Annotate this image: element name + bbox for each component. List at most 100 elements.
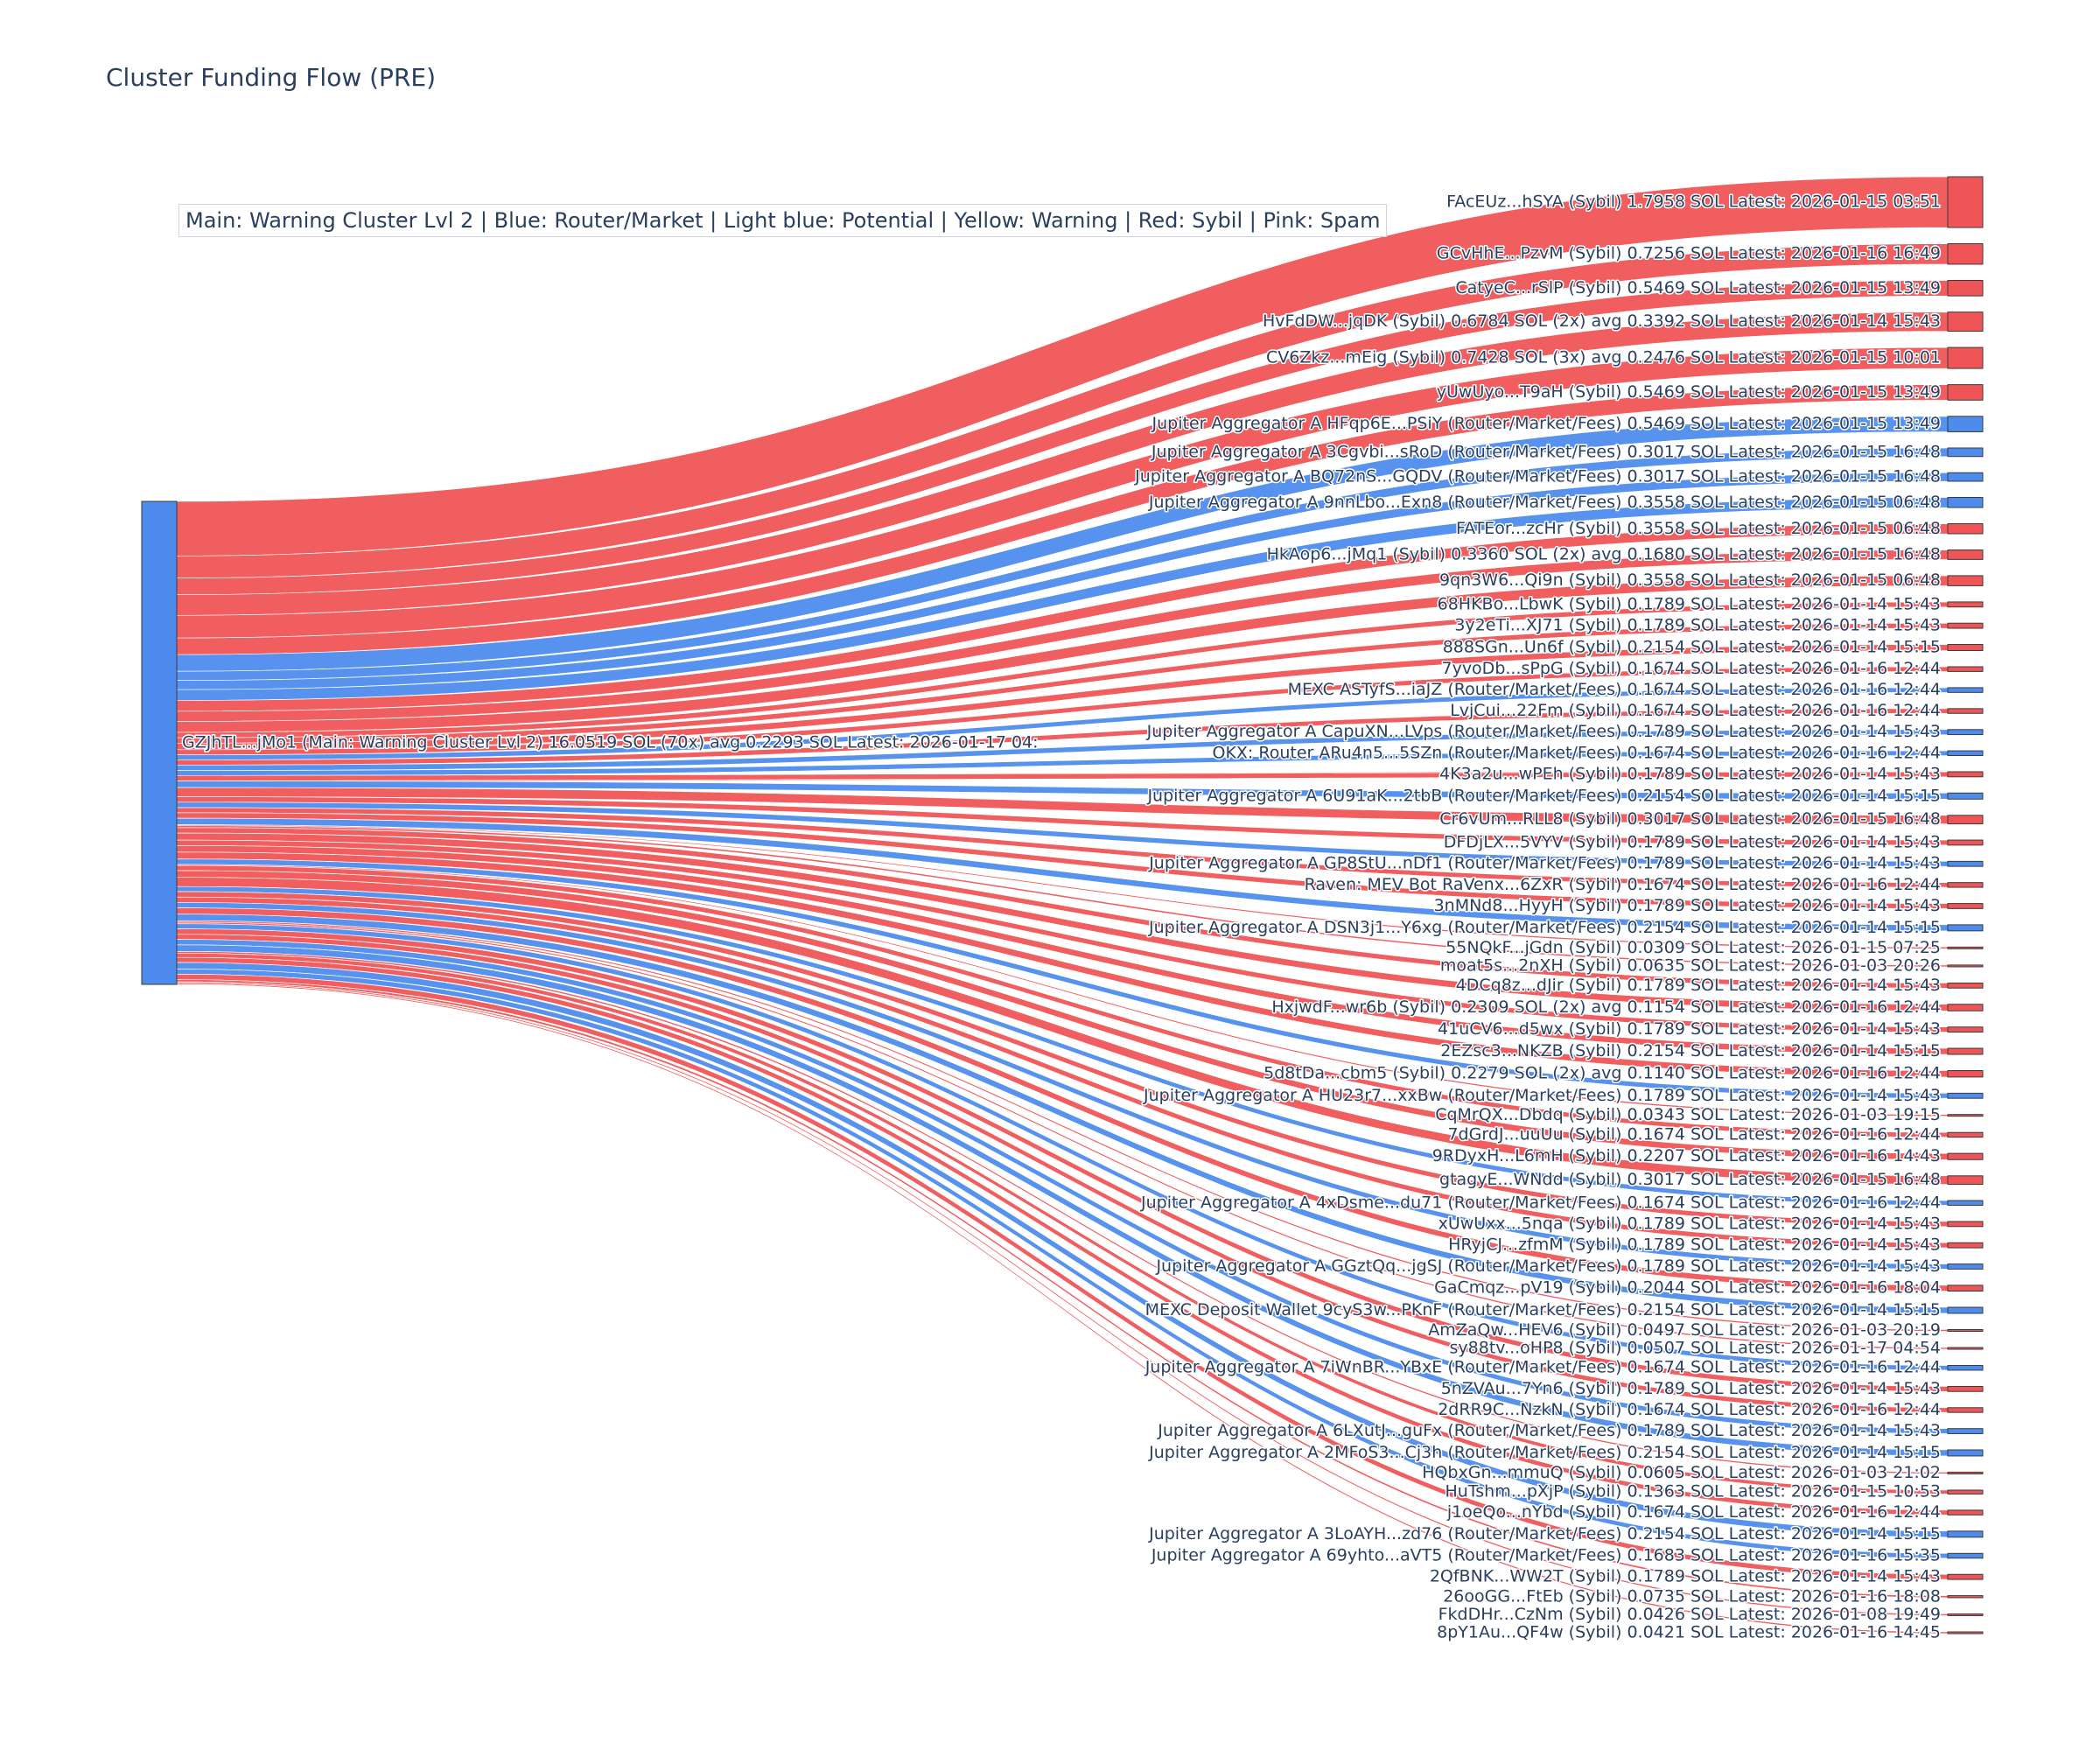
target-node[interactable] [1947,1471,1984,1474]
target-label: Jupiter Aggregator A CapuXN...LVps (Rout… [1146,722,1941,741]
target-node[interactable] [1947,924,1984,932]
target-label: CV6Zkz...mEig (Sybil) 0.7428 SOL (3x) av… [1266,348,1941,368]
target-label: gtagyE...WNdd (Sybil) 0.3017 SOL Latest:… [1439,1170,1941,1189]
target-node[interactable] [1947,1242,1984,1249]
target-node[interactable] [1947,1613,1984,1616]
target-node[interactable] [1947,1070,1984,1078]
target-node[interactable] [1947,815,1984,825]
legend-note: Main: Warning Cluster Lvl 2 | Blue: Rout… [178,204,1388,237]
target-node[interactable] [1947,666,1984,672]
target-node[interactable] [1947,1509,1984,1516]
target-label: Raven: MEV Bot RaVenx...6ZxR (Sybil) 0.1… [1305,875,1941,894]
target-node[interactable] [1947,1004,1984,1012]
target-node[interactable] [1947,575,1984,586]
target-label: HuTshm...pXjP (Sybil) 0.1363 SOL Latest:… [1445,1482,1941,1502]
flow-link[interactable] [176,550,1949,722]
target-label: sy88tv...oHP8 (Sybil) 0.0507 SOL Latest:… [1450,1339,1941,1358]
target-label: yUwUyo...T9aH (Sybil) 0.5469 SOL Latest:… [1437,382,1941,402]
target-node[interactable] [1947,1175,1984,1186]
target-node[interactable] [1947,903,1984,909]
target-node[interactable] [1947,1407,1984,1413]
target-node[interactable] [1947,687,1984,693]
target-node[interactable] [1947,1449,1984,1457]
target-node[interactable] [1947,1530,1984,1538]
target-node[interactable] [1947,346,1984,369]
target-node[interactable] [1947,1573,1984,1580]
target-node[interactable] [1947,279,1984,297]
target-node[interactable] [1947,1385,1984,1392]
target-node[interactable] [1947,550,1984,560]
target-label: HRyjCJ...zfmM (Sybil) 0.1789 SOL Latest:… [1448,1236,1941,1255]
target-label: HQbxGn...mmuQ (Sybil) 0.0605 SOL Latest:… [1422,1463,1941,1482]
target-label: 9RDyxH...L6mH (Sybil) 0.2207 SOL Latest:… [1432,1146,1941,1166]
target-label: CatyeC...rSlP (Sybil) 0.5469 SOL Latest:… [1455,278,1941,298]
target-node[interactable] [1947,416,1984,432]
target-node[interactable] [1947,601,1984,608]
target-node[interactable] [1947,1489,1984,1494]
target-node[interactable] [1947,523,1984,535]
target-label: AmZaQw...HEV6 (Sybil) 0.0497 SOL Latest:… [1428,1320,1941,1340]
target-node[interactable] [1947,860,1984,867]
chart-title: Cluster Funding Flow (PRE) [106,63,437,92]
target-label: Jupiter Aggregator A GGztQq...jgSJ (Rout… [1155,1256,1941,1276]
sankey-nodes [141,176,1984,1634]
target-node[interactable] [1947,1131,1984,1138]
target-node[interactable] [1947,644,1984,651]
target-label: 41uCV6...d5wx (Sybil) 0.1789 SOL Latest:… [1438,1019,1941,1039]
target-node[interactable] [1947,384,1984,401]
target-node[interactable] [1947,1631,1984,1634]
target-node[interactable] [1947,1595,1984,1599]
target-node[interactable] [1947,1306,1984,1314]
target-node[interactable] [1947,982,1984,989]
target-node[interactable] [1947,708,1984,714]
target-label: 9qn3W6...Qi9n (Sybil) 0.3558 SOL Latest:… [1439,570,1941,590]
target-label: HxjwdF...wr6b (Sybil) 0.2309 SOL (2x) av… [1271,998,1941,1017]
target-label: moat5s...2nXH (Sybil) 0.0635 SOL Latest:… [1440,956,1941,975]
target-label: 3nMNd8...HyyH (Sybil) 0.1789 SOL Latest:… [1434,896,1941,915]
source-node[interactable] [141,500,178,985]
target-node[interactable] [1947,447,1984,458]
sankey-links [176,176,1949,1634]
target-node[interactable] [1947,729,1984,736]
target-node[interactable] [1947,964,1984,968]
target-node[interactable] [1947,497,1984,508]
target-label: 888SGn...Un6f (Sybil) 0.2154 SOL Latest:… [1443,638,1941,657]
target-node[interactable] [1947,1428,1984,1434]
target-node[interactable] [1947,622,1984,629]
target-label: 4DCq8z...dJir (Sybil) 0.1789 SOL Latest:… [1456,976,1941,995]
target-node[interactable] [1947,1092,1984,1099]
target-node[interactable] [1947,839,1984,846]
target-label: OKX: Router ARu4n5...5SZn (Router/Market… [1213,743,1942,762]
target-node[interactable] [1947,1347,1984,1350]
target-label: FAcEUz...hSYA (Sybil) 1.7958 SOL Latest:… [1446,192,1941,212]
target-label: Jupiter Aggregator A 3LoAYH...zd76 (Rout… [1148,1524,1941,1544]
target-node[interactable] [1947,1026,1984,1033]
target-node[interactable] [1947,1200,1984,1206]
target-node[interactable] [1947,1114,1984,1117]
target-label: LvjCui...22Fm (Sybil) 0.1674 SOL Latest:… [1450,701,1941,720]
target-node[interactable] [1947,176,1984,228]
target-node[interactable] [1947,1047,1984,1055]
target-node[interactable] [1947,312,1984,332]
target-node[interactable] [1947,946,1984,949]
target-node[interactable] [1947,1552,1984,1559]
target-node[interactable] [1947,1264,1984,1270]
target-label: 2dRR9C...NzkN (Sybil) 0.1674 SOL Latest:… [1438,1400,1941,1419]
target-node[interactable] [1947,1365,1984,1371]
target-label: 2EZsc3...NKZB (Sybil) 0.2154 SOL Latest:… [1440,1041,1941,1060]
target-node[interactable] [1947,792,1984,800]
target-node[interactable] [1947,243,1984,265]
target-label: Cr6vUm...RLL8 (Sybil) 0.3017 SOL Latest:… [1439,809,1941,829]
target-node[interactable] [1947,472,1984,482]
sankey-labels: FAcEUz...hSYA (Sybil) 1.7958 SOL Latest:… [181,191,1942,1643]
target-node[interactable] [1947,1152,1984,1160]
target-node[interactable] [1947,1221,1984,1228]
target-node[interactable] [1947,882,1984,888]
target-node[interactable] [1947,771,1984,778]
target-node[interactable] [1947,1328,1984,1332]
target-node[interactable] [1947,750,1984,756]
target-label: 8pY1Au...QF4w (Sybil) 0.0421 SOL Latest:… [1437,1623,1941,1642]
target-label: HvFdDW...jqDK (Sybil) 0.6784 SOL (2x) av… [1263,312,1941,331]
target-node[interactable] [1947,1284,1984,1292]
